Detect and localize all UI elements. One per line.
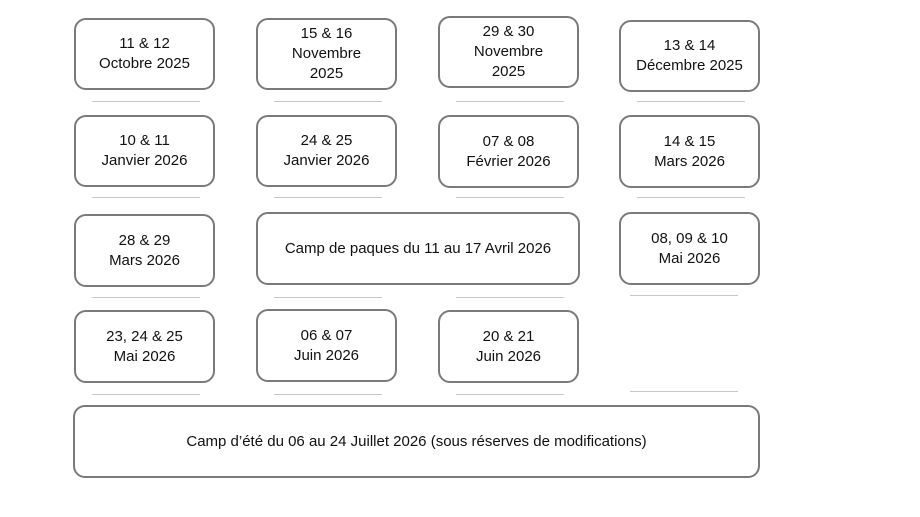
divider <box>274 101 382 102</box>
session-date-box: 07 & 08 Février 2026 <box>438 115 579 188</box>
date-text: Mars 2026 <box>109 251 180 269</box>
date-text: 23, 24 & 25 <box>106 327 183 345</box>
date-text: 15 & 16 <box>300 25 353 42</box>
date-text: Janvier 2026 <box>101 152 188 169</box>
date-text: Janvier 2026 <box>283 152 370 169</box>
session-date-box: 06 & 07 Juin 2026 <box>256 309 397 382</box>
date-text: 28 & 29 <box>118 231 171 249</box>
divider <box>630 391 738 392</box>
camp-date-box: Camp de paques du 11 au 17 Avril 2026 <box>256 212 580 285</box>
date-text: 10 & 11 <box>119 132 170 149</box>
divider <box>456 101 564 102</box>
date-text: Juin 2026 <box>293 346 360 364</box>
divider <box>637 101 745 102</box>
date-text: Mars 2026 <box>654 152 725 170</box>
date-text: 11 & 12 <box>119 35 170 52</box>
date-text: Décembre 2025 <box>636 57 743 74</box>
divider <box>92 394 200 395</box>
session-date-box: 23, 24 & 25 Mai 2026 <box>74 310 215 383</box>
divider <box>92 197 200 198</box>
divider <box>456 297 564 298</box>
date-text: Novembre <box>291 45 362 62</box>
date-text: Mai 2026 <box>658 249 721 267</box>
date-text: Juin 2026 <box>475 347 542 365</box>
divider <box>274 297 382 298</box>
date-text: 13 & 14 <box>663 37 716 54</box>
date-text: Camp de paques du 11 au 17 Avril 2026 <box>284 239 552 257</box>
camp-date-box: Camp d’été du 06 au 24 Juillet 2026 (sou… <box>73 405 760 478</box>
session-date-box: 20 & 21 Juin 2026 <box>438 310 579 383</box>
date-text: 2025 <box>309 65 344 82</box>
date-text: Février 2026 <box>466 152 551 170</box>
date-text: Novembre <box>473 43 544 60</box>
divider <box>274 197 382 198</box>
date-text: 07 & 08 <box>482 132 535 150</box>
session-date-box: 11 & 12 Octobre 2025 <box>74 18 215 90</box>
session-date-box: 08, 09 & 10 Mai 2026 <box>619 212 760 285</box>
date-text: 29 & 30 <box>482 23 535 40</box>
session-date-box: 24 & 25 Janvier 2026 <box>256 115 397 187</box>
divider <box>92 101 200 102</box>
divider <box>630 295 738 296</box>
date-text: 08, 09 & 10 <box>651 229 728 247</box>
divider <box>274 394 382 395</box>
date-text: 20 & 21 <box>482 327 535 345</box>
session-date-box: 13 & 14 Décembre 2025 <box>619 20 760 92</box>
session-date-box: 29 & 30 Novembre 2025 <box>438 16 579 88</box>
date-text: 06 & 07 <box>300 326 353 344</box>
divider <box>92 297 200 298</box>
date-text: 24 & 25 <box>300 132 353 149</box>
date-text: Mai 2026 <box>113 347 176 365</box>
divider <box>456 394 564 395</box>
divider <box>456 197 564 198</box>
divider <box>637 197 745 198</box>
date-text: 14 & 15 <box>663 132 716 150</box>
session-date-box: 15 & 16 Novembre 2025 <box>256 18 397 90</box>
date-text: 2025 <box>491 63 526 80</box>
session-date-box: 10 & 11 Janvier 2026 <box>74 115 215 187</box>
date-text: Camp d’été du 06 au 24 Juillet 2026 (sou… <box>186 432 647 450</box>
session-date-box: 28 & 29 Mars 2026 <box>74 214 215 287</box>
date-text: Octobre 2025 <box>99 55 190 72</box>
session-date-box: 14 & 15 Mars 2026 <box>619 115 760 188</box>
